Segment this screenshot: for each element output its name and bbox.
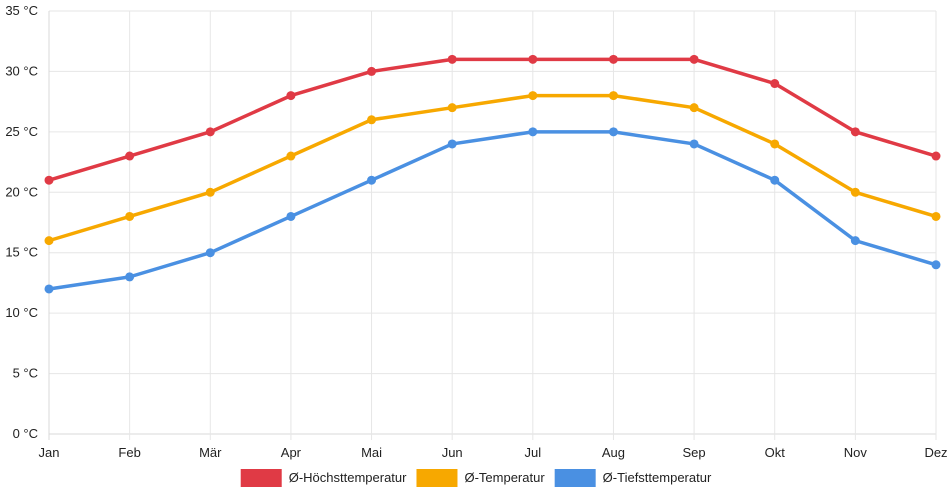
y-tick-label: 25 °C bbox=[5, 124, 38, 139]
data-point[interactable] bbox=[770, 79, 780, 89]
legend-swatch bbox=[554, 469, 596, 487]
data-point[interactable] bbox=[689, 54, 699, 64]
legend-label: Ø-Tiefsttemperatur bbox=[603, 470, 712, 485]
y-tick-label: 10 °C bbox=[5, 305, 38, 320]
x-tick-label: Apr bbox=[281, 445, 302, 460]
data-point[interactable] bbox=[205, 127, 215, 137]
y-tick-label: 5 °C bbox=[13, 366, 38, 381]
x-tick-label: Nov bbox=[844, 445, 868, 460]
data-point[interactable] bbox=[447, 103, 457, 113]
data-point[interactable] bbox=[367, 66, 377, 76]
x-tick-label: Feb bbox=[118, 445, 140, 460]
data-point[interactable] bbox=[931, 151, 941, 161]
legend-item[interactable]: Ø-Temperatur bbox=[416, 469, 545, 487]
data-point[interactable] bbox=[931, 260, 941, 270]
series-line bbox=[47, 57, 938, 182]
data-point[interactable] bbox=[367, 115, 377, 125]
data-point[interactable] bbox=[286, 91, 296, 101]
y-tick-label: 35 °C bbox=[5, 3, 38, 18]
series-group bbox=[44, 54, 941, 294]
x-tick-label: Jan bbox=[39, 445, 60, 460]
y-tick-label: 30 °C bbox=[5, 63, 38, 78]
legend-item[interactable]: Ø-Höchsttemperatur bbox=[240, 469, 407, 487]
x-tick-label: Dez bbox=[924, 445, 947, 460]
data-point[interactable] bbox=[608, 54, 618, 64]
data-point[interactable] bbox=[205, 248, 215, 258]
data-point[interactable] bbox=[770, 175, 780, 185]
data-point[interactable] bbox=[367, 175, 377, 185]
data-point[interactable] bbox=[528, 91, 538, 101]
data-point[interactable] bbox=[528, 127, 538, 137]
data-point[interactable] bbox=[205, 187, 215, 197]
x-tick-label: Mär bbox=[199, 445, 222, 460]
data-point[interactable] bbox=[608, 91, 618, 101]
y-tick-label: 0 °C bbox=[13, 426, 38, 441]
legend-swatch bbox=[416, 469, 458, 487]
legend-swatch bbox=[240, 469, 282, 487]
data-point[interactable] bbox=[125, 151, 135, 161]
series-0 bbox=[44, 54, 941, 185]
x-tick-label: Jun bbox=[442, 445, 463, 460]
grid bbox=[48, 10, 937, 440]
x-tick-label: Okt bbox=[765, 445, 786, 460]
data-point[interactable] bbox=[850, 236, 860, 246]
legend-label: Ø-Temperatur bbox=[464, 470, 545, 485]
series-2 bbox=[44, 127, 941, 294]
data-point[interactable] bbox=[931, 211, 941, 221]
data-point[interactable] bbox=[850, 127, 860, 137]
data-point[interactable] bbox=[125, 272, 135, 282]
y-tick-label: 15 °C bbox=[5, 245, 38, 260]
data-point[interactable] bbox=[44, 284, 54, 294]
y-axis: 0 °C 5 °C 10 °C 15 °C 20 °C 25 °C 30 °C 35 °C bbox=[5, 3, 38, 441]
data-point[interactable] bbox=[770, 139, 780, 149]
x-tick-label: Aug bbox=[602, 445, 625, 460]
x-tick-label: Mai bbox=[361, 445, 382, 460]
legend: Ø-Höchsttemperatur Ø-Temperatur Ø-Tiefstte… bbox=[240, 469, 712, 487]
data-point[interactable] bbox=[44, 175, 54, 185]
legend-item[interactable]: Ø-Tiefsttemperatur bbox=[554, 469, 712, 487]
data-point[interactable] bbox=[125, 211, 135, 221]
x-axis: Jan Feb Mär Apr Mai Jun Jul Aug Sep Okt Nov Dez bbox=[39, 445, 948, 460]
series-line bbox=[47, 130, 938, 291]
data-point[interactable] bbox=[447, 139, 457, 149]
data-point[interactable] bbox=[286, 211, 296, 221]
legend-label: Ø-Höchsttemperatur bbox=[289, 470, 407, 485]
data-point[interactable] bbox=[689, 103, 699, 113]
series-line bbox=[47, 93, 938, 243]
x-tick-label: Sep bbox=[683, 445, 706, 460]
data-point[interactable] bbox=[608, 127, 618, 137]
data-point[interactable] bbox=[689, 139, 699, 149]
x-tick-label: Jul bbox=[525, 445, 542, 460]
data-point[interactable] bbox=[528, 54, 538, 64]
data-point[interactable] bbox=[44, 236, 54, 246]
y-tick-label: 20 °C bbox=[5, 184, 38, 199]
data-point[interactable] bbox=[286, 151, 296, 161]
data-point[interactable] bbox=[850, 187, 860, 197]
data-point[interactable] bbox=[447, 54, 457, 64]
series-1 bbox=[44, 91, 941, 246]
